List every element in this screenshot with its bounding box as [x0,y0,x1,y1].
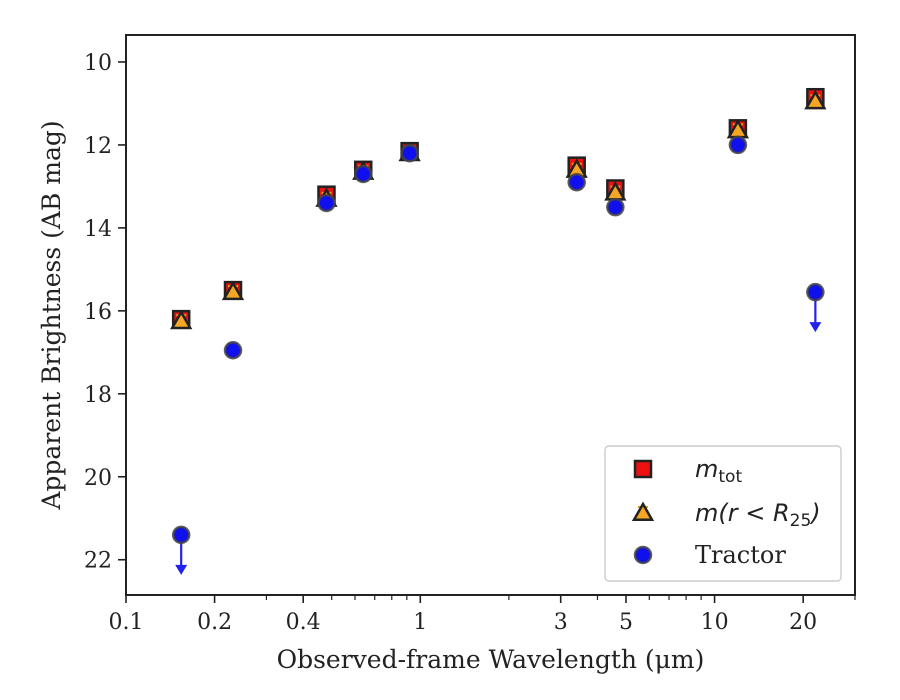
legend-label: m(r < R25) [695,499,821,531]
plot-area [170,87,827,575]
legend-label: mtot [695,455,742,487]
data-point-circle [806,282,825,302]
upper-limit-arrowhead [175,564,188,575]
data-point-triangle [170,309,193,330]
y-tick-label: 16 [84,300,112,325]
x-tick-label: 5 [619,610,633,635]
y-tick-label: 14 [84,217,112,242]
series-2 [170,89,827,330]
data-point-circle [606,197,625,217]
series-1 [171,87,825,329]
legend: mtot m(r < R25) Tractor [604,445,842,582]
y-tick-label: 22 [84,549,112,574]
data-point-circle [317,193,336,213]
data-point-circle [728,135,748,155]
legend-box [604,445,842,582]
legend-label-sub: tot [718,467,742,487]
x-tick-label: 3 [554,610,568,635]
x-tick-label: 0.1 [109,610,144,635]
y-tick-label: 18 [84,383,112,408]
legend-label-sub: 25 [790,511,812,531]
x-tick-label: 10 [701,610,729,635]
legend-label-end: ) [809,499,820,527]
data-point-triangle [804,89,827,110]
x-tick-label: 0.2 [197,610,232,635]
y-tick-label: 10 [84,51,112,76]
x-tick-label: 1 [413,610,427,635]
data-point-circle [567,173,586,192]
plot-frame [125,34,856,596]
data-point-circle [354,164,373,184]
legend-marker-triangle [631,501,655,521]
legend-label-main: m(r < R [695,499,790,527]
series-3 [171,135,825,575]
axis-ticks: 0.1 0.2 0.4 1 3 5 10 20 10 12 14 16 18 20 22 [84,51,856,635]
x-tick-label: 20 [789,610,817,635]
y-axis-title: Apparent Brightness (AB mag) [37,120,66,510]
data-point-circle [171,525,191,545]
x-axis-title: Observed-frame Wavelength (μm) [277,645,705,674]
data-point-circle [400,143,419,163]
x-tick-label: 0.4 [286,610,321,635]
data-point-circle [223,341,243,360]
y-tick-label: 12 [84,134,112,159]
legend-label: Tractor [695,541,786,569]
legend-marker-square [633,459,653,479]
legend-label-main: m [695,455,718,483]
upper-limit-arrowhead [809,322,822,333]
legend-marker-circle [633,545,653,565]
y-tick-label: 20 [84,466,112,491]
data-point-triangle [221,280,245,301]
